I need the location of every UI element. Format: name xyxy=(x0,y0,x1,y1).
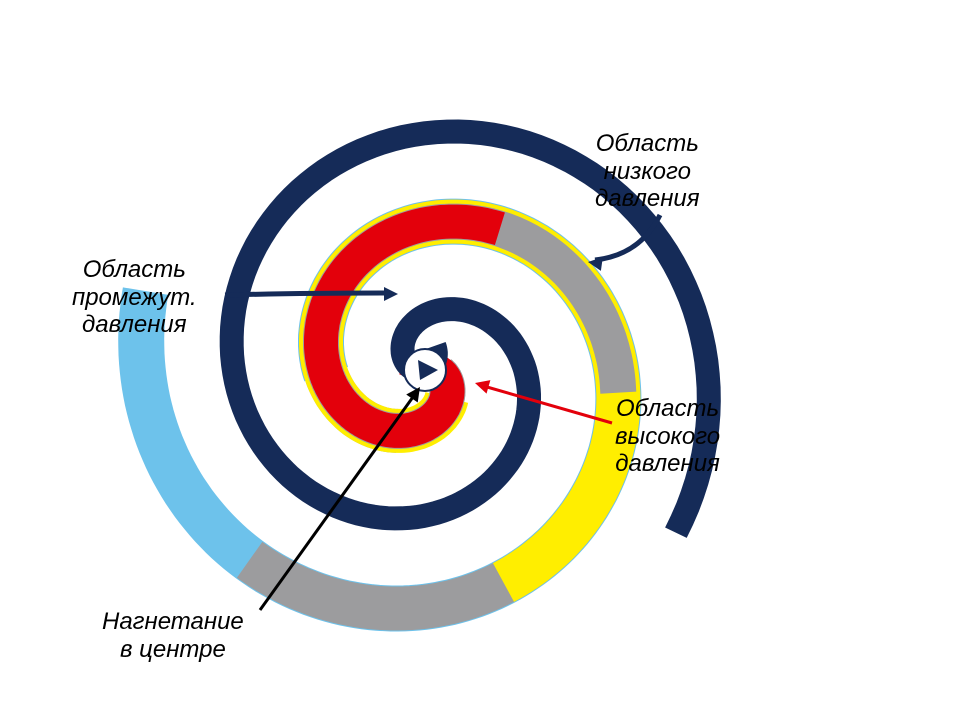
label-text: Область xyxy=(83,256,186,283)
label-discharge-center: Нагнетаниев центре xyxy=(102,608,244,663)
arrowhead-icon xyxy=(384,287,398,301)
label-text: Область xyxy=(616,395,719,422)
label-text: высокого xyxy=(615,423,720,450)
label-low-pressure: Областьнизкогодавления xyxy=(595,130,700,213)
arrowhead-icon xyxy=(473,376,490,393)
label-text: в центре xyxy=(120,636,226,663)
label-text: давления xyxy=(595,185,700,212)
pointer-mid xyxy=(225,293,390,295)
label-intermediate-pressure: Областьпромежут.давления xyxy=(72,256,197,339)
label-text: Нагнетание xyxy=(102,608,244,635)
label-high-pressure: Областьвысокогодавления xyxy=(615,395,720,478)
diagram-stage: { "canvas":{"w":960,"h":720,"bg":"#fffff… xyxy=(0,0,960,720)
label-text: низкого xyxy=(604,158,691,185)
label-text: давления xyxy=(82,311,187,338)
label-text: Область xyxy=(596,130,699,157)
label-text: промежут. xyxy=(72,284,197,311)
label-text: давления xyxy=(615,450,720,477)
pointer-high xyxy=(480,385,612,423)
